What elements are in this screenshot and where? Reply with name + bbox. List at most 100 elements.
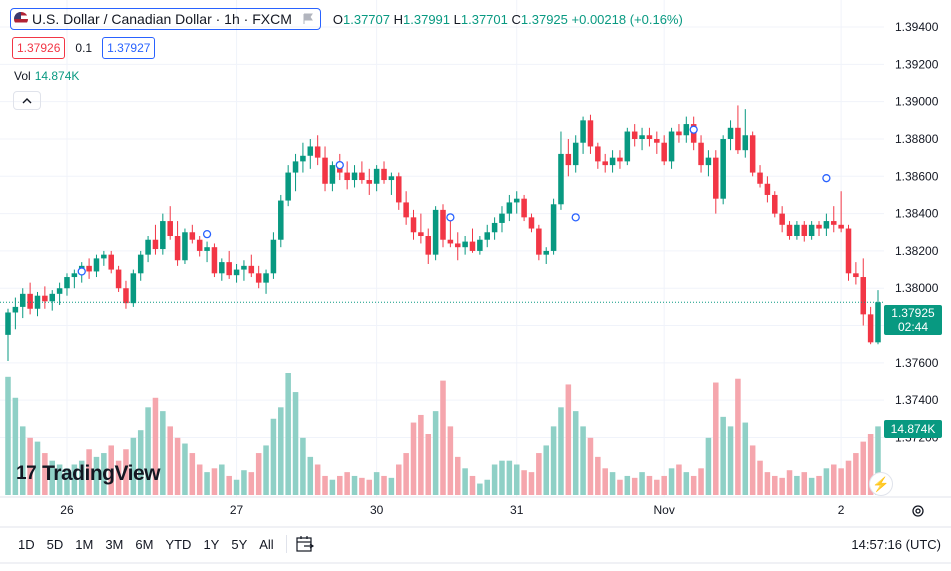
clock-timezone[interactable]: 14:57:16 (UTC) <box>851 537 941 552</box>
candle-body <box>609 157 616 166</box>
candle-body <box>713 157 719 199</box>
candle-body <box>314 146 321 158</box>
sell-price-button[interactable]: 1.37926 <box>12 37 66 59</box>
volume-bar <box>786 470 793 495</box>
volume-bar <box>447 426 454 495</box>
candle-body <box>34 295 41 309</box>
candle-body <box>108 254 114 270</box>
toolbar-divider <box>285 535 287 553</box>
candle-body <box>595 146 601 162</box>
dividend-event-icon[interactable] <box>202 229 212 239</box>
volume-bar <box>720 416 726 495</box>
volume-bar <box>742 422 749 495</box>
volume-bar <box>565 384 572 495</box>
volume-bar <box>801 472 808 495</box>
collapse-legend-button[interactable] <box>13 91 41 110</box>
candle-body <box>300 155 306 162</box>
price-tick-label: 1.38800 <box>895 132 939 146</box>
dividend-event-icon[interactable] <box>335 160 344 170</box>
candle-body <box>646 135 653 139</box>
candle-body <box>572 142 579 166</box>
time-tick-label: 2 <box>838 503 845 517</box>
dividend-event-icon[interactable] <box>689 125 698 134</box>
tradingview-logo[interactable]: 17 TradingView <box>16 462 160 486</box>
volume-bar <box>646 475 653 495</box>
dividend-event-icon[interactable] <box>571 213 580 222</box>
timeframe-ytd[interactable]: YTD <box>165 536 192 552</box>
price-tick-label: 1.37600 <box>895 356 939 370</box>
candle-body <box>838 224 844 229</box>
timeframe-1y[interactable]: 1Y <box>203 536 220 552</box>
volume-bar <box>602 468 608 495</box>
candle-body <box>233 269 240 276</box>
candle-body <box>764 183 771 195</box>
date-range-icon[interactable] <box>295 535 315 553</box>
volume-bar <box>12 397 19 495</box>
volume-bar <box>491 464 498 495</box>
volume-bar <box>359 477 365 495</box>
candle-body <box>93 258 100 272</box>
symbol-selector[interactable]: U.S. Dollar / Canadian Dollar · 1h · FXC… <box>10 8 321 30</box>
timeframe-all[interactable]: All <box>259 536 274 552</box>
flag-marker-icon[interactable] <box>302 13 314 25</box>
timeframe-1m[interactable]: 1M <box>75 536 94 552</box>
volume-bar <box>513 464 520 495</box>
candle-body <box>373 168 380 184</box>
candle-body <box>513 198 520 203</box>
dividend-event-icon[interactable] <box>446 213 455 222</box>
candle-body <box>875 302 881 343</box>
candle-body <box>56 288 63 294</box>
volume-bar <box>521 470 527 495</box>
volume-bar <box>219 464 225 495</box>
volume-bar <box>631 477 638 495</box>
buy-price-button[interactable]: 1.37927 <box>102 37 156 59</box>
price-tick-label: 1.39400 <box>895 20 939 34</box>
volume-bar <box>779 477 785 495</box>
volume-bar <box>727 426 734 495</box>
volume-bars <box>5 373 881 495</box>
dividend-event-icon[interactable] <box>822 174 831 183</box>
candle-body <box>477 239 483 251</box>
timeframe-5y[interactable]: 5Y <box>231 536 248 552</box>
volume-bar <box>115 460 122 495</box>
candle-body <box>27 293 33 309</box>
candle-body <box>543 250 549 255</box>
price-axis[interactable]: 1.39400 1.39200 1.39000 1.38800 1.38600 1.384… <box>895 20 939 444</box>
volume-bar <box>875 426 881 495</box>
volume-bar <box>595 456 601 495</box>
candle-body <box>64 277 70 289</box>
gear-icon[interactable] <box>910 503 926 519</box>
candle-body <box>440 209 446 240</box>
volume-bar <box>130 437 137 495</box>
volume-bar <box>285 373 291 495</box>
timeframe-1d[interactable]: 1D <box>18 536 35 552</box>
candle-body <box>123 288 129 304</box>
candle-body <box>617 157 623 162</box>
timeframe-5d[interactable]: 5D <box>46 536 64 552</box>
time-axis[interactable]: 26 27 30 31 Nov 2 <box>60 503 844 517</box>
candle-body <box>499 213 505 223</box>
volume-bar <box>307 456 314 495</box>
spread-value: 0.1 <box>75 41 93 55</box>
volume-bar <box>174 437 181 495</box>
volume-bar <box>543 445 549 495</box>
lightning-icon[interactable]: ⚡ <box>869 472 893 496</box>
candle-body <box>263 273 269 283</box>
volume-bar <box>351 475 358 495</box>
dividend-event-icon[interactable] <box>77 267 86 276</box>
tradingview-mark-icon: 17 <box>16 463 37 484</box>
timeframe-3m[interactable]: 3M <box>105 536 124 552</box>
volume-bar <box>233 479 240 495</box>
price-tick-label: 1.38400 <box>895 207 939 221</box>
candle-body <box>42 295 48 302</box>
timeframe-6m[interactable]: 6M <box>135 536 154 552</box>
candle-body <box>558 153 564 205</box>
last-price-tag: 1.37925 02:44 <box>884 305 942 335</box>
volume-bar <box>300 437 306 495</box>
candle-body <box>742 135 749 151</box>
candle-body <box>491 222 498 233</box>
volume-bar <box>5 376 11 495</box>
volume-bar <box>27 437 33 495</box>
candle-body <box>425 236 432 255</box>
